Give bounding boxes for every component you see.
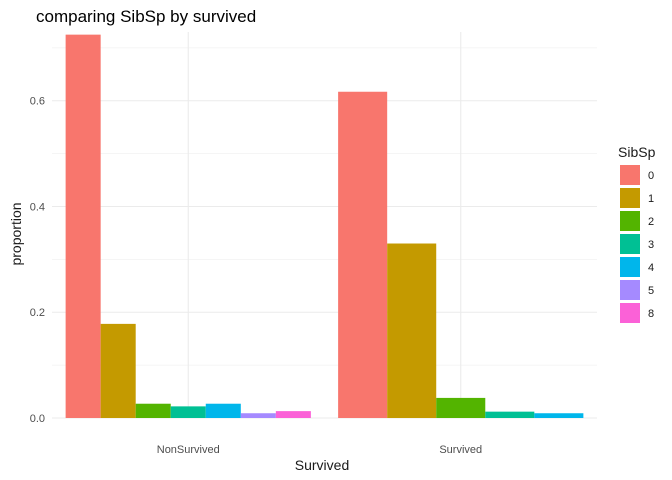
grid-lines	[52, 32, 597, 419]
y-tick-label: 0.0	[30, 413, 45, 425]
legend-key-0	[620, 165, 640, 185]
bar-NonSurvived-sibsp-0	[65, 34, 101, 419]
x-axis-title: Survived	[295, 457, 349, 473]
chart-title: comparing SibSp by survived	[36, 7, 256, 26]
legend-label: 8	[648, 308, 654, 320]
bar-NonSurvived-sibsp-5	[240, 413, 276, 418]
legend-label: 1	[648, 193, 654, 205]
bar-NonSurvived-sibsp-8	[275, 411, 311, 418]
legend-label: 0	[648, 170, 654, 182]
x-axis-ticks: NonSurvived Survived	[157, 444, 482, 456]
bar-Survived-sibsp-1	[387, 243, 437, 418]
y-tick-label: 0.2	[30, 307, 45, 319]
bar-NonSurvived-sibsp-1	[100, 323, 136, 418]
legend-key-5	[620, 280, 640, 300]
y-tick-label: 0.4	[30, 201, 45, 213]
legend-key-3	[620, 234, 640, 254]
y-tick-label: 0.6	[30, 96, 45, 108]
legend-label: 4	[648, 262, 654, 274]
bars	[65, 34, 584, 419]
legend-label: 5	[648, 285, 654, 297]
bar-NonSurvived-sibsp-3	[170, 406, 206, 418]
bar-NonSurvived-sibsp-4	[205, 403, 241, 418]
legend: SibSp 0 1 2 3 4 5 8	[618, 144, 656, 323]
legend-label: 2	[648, 216, 654, 228]
legend-label: 3	[648, 239, 654, 251]
x-tick-label: Survived	[439, 444, 482, 456]
y-axis-ticks: 0.0 0.2 0.4 0.6	[30, 96, 45, 425]
x-tick-label: NonSurvived	[157, 444, 220, 456]
legend-key-4	[620, 257, 640, 277]
bar-Survived-sibsp-0	[338, 91, 388, 419]
legend-key-8	[620, 303, 640, 323]
legend-key-2	[620, 211, 640, 231]
bar-Survived-sibsp-2	[436, 397, 486, 418]
bar-NonSurvived-sibsp-2	[135, 403, 171, 418]
legend-title: SibSp	[618, 144, 656, 160]
bar-Survived-sibsp-4	[534, 413, 584, 418]
y-axis-title: proportion	[8, 202, 24, 265]
legend-key-1	[620, 188, 640, 208]
bar-Survived-sibsp-3	[485, 411, 535, 418]
